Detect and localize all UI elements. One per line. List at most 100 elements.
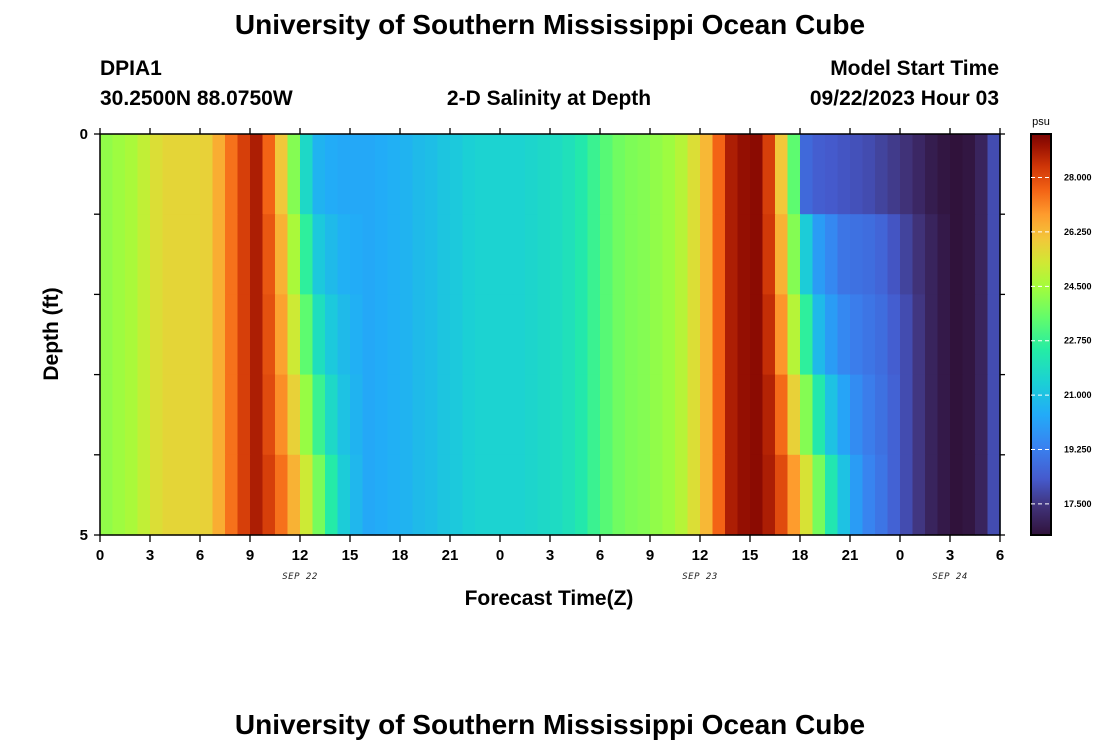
heatmap-cell xyxy=(475,454,489,536)
heatmap-cell xyxy=(462,294,476,376)
heatmap-cell xyxy=(975,454,989,536)
heatmap-cell xyxy=(525,294,539,376)
heatmap-cell xyxy=(362,374,376,456)
heatmap-cell xyxy=(237,214,251,295)
heatmap-cell xyxy=(562,134,576,215)
colorbar-tick-label: 19.250 xyxy=(1064,445,1092,455)
heatmap-cell xyxy=(537,294,551,376)
heatmap-cell xyxy=(500,134,514,215)
heatmap-cell xyxy=(800,374,814,456)
heatmap-cell xyxy=(425,374,439,456)
heatmap-cell xyxy=(112,294,126,376)
heatmap-cell xyxy=(400,454,414,536)
heatmap-cell xyxy=(412,454,426,536)
heatmap-cell xyxy=(625,294,639,376)
heatmap-cell xyxy=(525,214,539,295)
x-tick-label: 15 xyxy=(342,547,359,564)
y-tick-label: 0 xyxy=(80,126,88,143)
heatmap-cell xyxy=(112,134,126,215)
heatmap-cell xyxy=(787,294,801,376)
heatmap-cell xyxy=(450,454,464,536)
x-tick-label: 0 xyxy=(896,547,904,564)
heatmap-cell xyxy=(450,134,464,215)
heatmap-cell xyxy=(250,294,264,376)
heatmap-cell xyxy=(275,134,289,215)
heatmap-cell xyxy=(525,454,539,536)
heatmap-cell xyxy=(825,214,839,295)
heatmap-cell xyxy=(200,134,214,215)
heatmap-cell xyxy=(550,294,564,376)
heatmap-cell xyxy=(187,454,201,536)
heatmap-cell xyxy=(725,214,739,295)
heatmap-cell xyxy=(550,374,564,456)
heatmap-cell xyxy=(662,134,676,215)
date-label: SEP 23 xyxy=(682,572,718,582)
heatmap-cell xyxy=(800,134,814,215)
heatmap-cell xyxy=(212,214,226,295)
heatmap-cell xyxy=(887,374,901,456)
heatmap-cell xyxy=(437,374,451,456)
heatmap-cell xyxy=(237,454,251,536)
heatmap-cell xyxy=(912,294,926,376)
heatmap-cell xyxy=(512,214,526,295)
heatmap-cell xyxy=(487,374,501,456)
heatmap-cell xyxy=(150,214,164,295)
colorbar-unit-label: psu xyxy=(1032,116,1050,128)
heatmap-cell xyxy=(162,214,176,295)
heatmap-cell xyxy=(950,134,964,215)
heatmap-cell xyxy=(400,294,414,376)
x-tick-label: 21 xyxy=(442,547,459,564)
heatmap-cell xyxy=(887,454,901,536)
heatmap-cell xyxy=(812,134,826,215)
heatmap-cell xyxy=(912,214,926,295)
heatmap-cell xyxy=(787,214,801,295)
heatmap-cell xyxy=(487,134,501,215)
heatmap-cell xyxy=(937,454,951,536)
heatmap-cell xyxy=(575,294,589,376)
heatmap-cell xyxy=(612,134,626,215)
heatmap-cell xyxy=(337,454,351,536)
heatmap-cell xyxy=(100,214,114,295)
heatmap-cell xyxy=(762,374,776,456)
heatmap-cell xyxy=(675,214,689,295)
heatmap-cell xyxy=(712,134,726,215)
heatmap-cell xyxy=(700,214,714,295)
colorbar-frame xyxy=(1030,133,1052,536)
heatmap-cell xyxy=(987,454,1001,536)
heatmap-cell xyxy=(962,214,976,295)
heatmap-cell xyxy=(600,134,614,215)
heatmap-cell xyxy=(850,374,864,456)
heatmap-cell xyxy=(612,374,626,456)
x-tick-label: 9 xyxy=(246,547,254,564)
heatmap-cell xyxy=(212,454,226,536)
heatmap-cell xyxy=(125,454,139,536)
heatmap-cell xyxy=(162,134,176,215)
heatmap-cell xyxy=(387,374,401,456)
heatmap-cell xyxy=(562,294,576,376)
heatmap-cell xyxy=(600,294,614,376)
heatmap-cell xyxy=(100,134,114,215)
heatmap-cell xyxy=(875,134,889,215)
colorbar-tick-label: 24.500 xyxy=(1064,281,1092,291)
x-tick-label: 0 xyxy=(96,547,104,564)
heatmap-cell xyxy=(737,134,751,215)
heatmap-cell xyxy=(800,454,814,536)
heatmap-cell xyxy=(600,454,614,536)
heatmap-cell xyxy=(900,134,914,215)
heatmap-cell xyxy=(600,214,614,295)
heatmap-cell xyxy=(812,214,826,295)
heatmap-cell xyxy=(287,374,301,456)
heatmap-cell xyxy=(925,454,939,536)
heatmap-cell xyxy=(725,454,739,536)
heatmap-cell xyxy=(700,294,714,376)
heatmap-cell xyxy=(200,294,214,376)
heatmap-cell xyxy=(850,134,864,215)
heatmap-cell xyxy=(600,374,614,456)
heatmap-cell xyxy=(837,374,851,456)
heatmap-cell xyxy=(712,374,726,456)
heatmap-cell xyxy=(262,214,276,295)
x-tick-label: 6 xyxy=(196,547,204,564)
x-axis-label: Forecast Time(Z) xyxy=(465,587,634,610)
heatmap-cell xyxy=(512,294,526,376)
heatmap-cell xyxy=(912,454,926,536)
